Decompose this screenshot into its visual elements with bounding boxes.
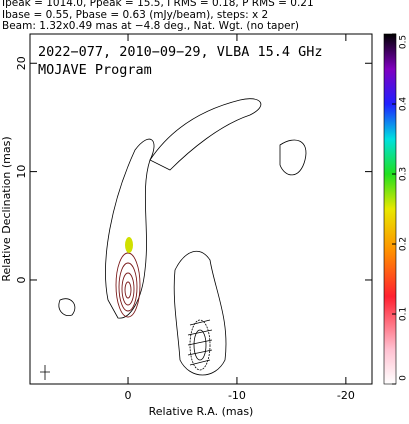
x-tick-label: 0 bbox=[125, 389, 132, 402]
colorbar-tick-label: 0.3 bbox=[399, 167, 409, 181]
chart-subtitle: MOJAVE Program bbox=[38, 62, 152, 78]
x-tick-label: -10 bbox=[228, 389, 246, 402]
colorbar-tick-label: 0.5 bbox=[399, 35, 409, 49]
x-axis-label: Relative R.A. (mas) bbox=[149, 405, 254, 418]
colorbar bbox=[383, 33, 397, 385]
header-line: Ibase = 0.55, Pbase = 0.63 (mJy/beam), s… bbox=[2, 9, 268, 21]
header-line: Ipeak = 1014.0, Ppeak = 15.5, I RMS = 0.… bbox=[2, 0, 314, 9]
colorbar-tick-label: 0.1 bbox=[399, 307, 409, 321]
header-line: Beam: 1.32x0.49 mas at −4.8 deg., Nat. W… bbox=[2, 20, 299, 32]
colorbar-tick-label: 0.4 bbox=[399, 97, 409, 112]
chart-title: 2022−077, 2010−09−29, VLBA 15.4 GHz bbox=[38, 44, 322, 60]
colorbar-tick-label: 0.2 bbox=[399, 237, 409, 251]
y-tick-label: 20 bbox=[15, 56, 28, 70]
contours bbox=[40, 98, 307, 380]
x-tick-label: -20 bbox=[337, 389, 355, 402]
y-axis-label: Relative Declination (mas) bbox=[0, 136, 13, 281]
y-tick-label: 10 bbox=[15, 165, 28, 179]
y-tick-label: 0 bbox=[15, 276, 28, 283]
colorbar-tick-label: 0 bbox=[399, 375, 409, 381]
plot-frame bbox=[29, 33, 373, 385]
